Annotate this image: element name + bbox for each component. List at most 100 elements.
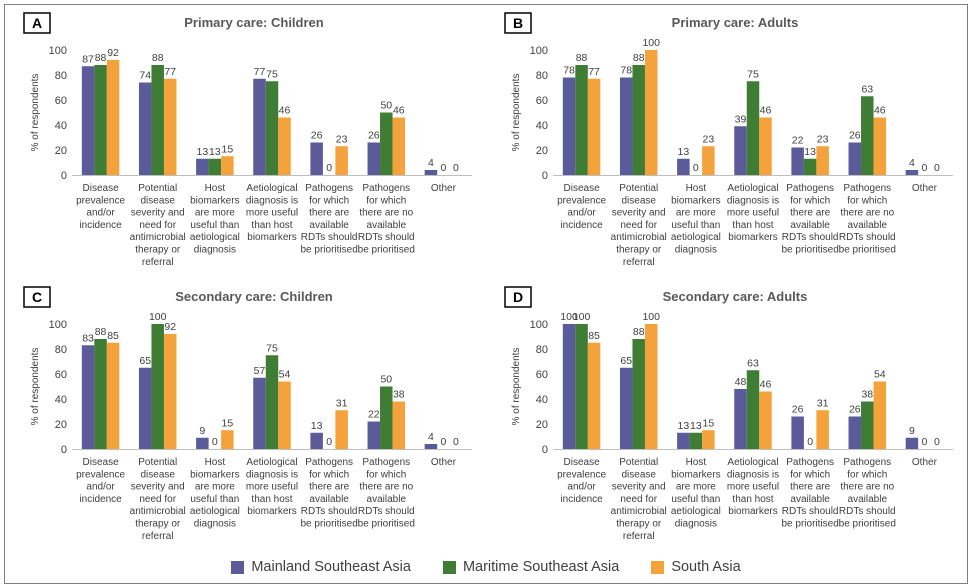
data-label: 75 — [266, 342, 278, 354]
data-label: 26 — [849, 404, 861, 416]
data-label: 46 — [760, 379, 772, 391]
y-tick-label: 100 — [530, 45, 548, 57]
category-label: Pathogens for which there are no available R… — [839, 457, 896, 530]
data-label: 75 — [747, 68, 759, 80]
legend-swatch-maritime — [442, 560, 456, 574]
data-label: 88 — [633, 52, 645, 64]
data-label: 22 — [792, 135, 804, 147]
bar-mainland — [196, 437, 209, 449]
data-label: 88 — [633, 326, 645, 338]
panel-badge-label: C — [32, 289, 42, 305]
category-label: Potential disease severity and need for anti… — [611, 183, 667, 268]
category-label-line: are more — [676, 482, 716, 493]
category-label: Other — [912, 457, 938, 468]
bar-south-asia — [335, 146, 348, 175]
category-label-line: for which — [847, 469, 887, 480]
bar-mainland — [619, 367, 633, 449]
data-label: 100 — [560, 311, 578, 323]
data-label: 0 — [441, 162, 447, 174]
data-label: 13 — [311, 420, 323, 432]
data-label: 13 — [209, 146, 221, 158]
category-label-line: biomarkers — [247, 232, 296, 243]
bar-mainland — [138, 367, 152, 449]
bar-south-asia — [816, 146, 829, 175]
y-tick-label: 0 — [61, 444, 67, 456]
category-label: Aetiological diagnosis is more useful than … — [246, 457, 298, 517]
bar-maritime — [265, 81, 279, 175]
y-tick-label: 60 — [55, 369, 67, 381]
data-label: 48 — [735, 376, 747, 388]
data-label: 0 — [934, 436, 940, 448]
category-label: Potential disease severity and need for anti… — [611, 457, 667, 542]
category-label: Pathogens for which there are available RDTs… — [301, 183, 358, 256]
category-label-line: useful than — [190, 220, 239, 231]
y-axis-label: % of respondents — [30, 74, 41, 152]
category-label: Other — [431, 183, 457, 194]
data-label: 75 — [266, 68, 278, 80]
bar-maritime — [265, 355, 279, 449]
category-label-line: for which — [847, 195, 887, 206]
category-label-line: incidence — [560, 220, 603, 231]
category-label-line: therapy or — [135, 519, 181, 530]
panel-badge-label: A — [32, 15, 42, 31]
category-label-line: more useful — [727, 208, 779, 219]
bar-maritime — [861, 401, 874, 449]
category-label-line: incidence — [79, 220, 122, 231]
data-label: 39 — [735, 113, 747, 125]
bar-south-asia — [106, 342, 120, 449]
data-label: 0 — [934, 162, 940, 174]
data-label: 78 — [563, 65, 575, 77]
bar-south-asia — [221, 156, 234, 175]
bar-maritime — [575, 65, 588, 175]
bar-mainland — [734, 389, 747, 449]
category-label-line: prevalence — [557, 469, 606, 480]
y-tick-label: 40 — [55, 120, 67, 132]
data-label: 22 — [368, 409, 380, 421]
bar-south-asia — [702, 146, 715, 175]
category-label: Pathogens for which there are available RDTs… — [782, 457, 839, 530]
y-tick-label: 20 — [55, 419, 67, 431]
data-label: 0 — [922, 162, 928, 174]
data-label: 26 — [849, 130, 861, 142]
bar-maritime — [632, 339, 645, 449]
category-label-line: Potential — [619, 457, 658, 468]
bar-south-asia — [335, 410, 348, 449]
category-label-line: Aetiological — [246, 457, 297, 468]
category-label-line: be prioritised — [358, 245, 415, 256]
bar-mainland — [253, 377, 266, 449]
bar-mainland — [677, 432, 690, 449]
category-label-line: for which — [309, 195, 349, 206]
bar-south-asia — [106, 60, 120, 175]
bar-maritime — [151, 65, 164, 175]
category-label: Aetiological diagnosis is more useful than … — [246, 183, 298, 243]
data-label: 4 — [428, 431, 434, 443]
category-label-line: more useful — [246, 482, 298, 493]
data-label: 4 — [909, 157, 915, 169]
bar-maritime — [208, 158, 222, 175]
y-tick-label: 20 — [536, 419, 548, 431]
y-tick-label: 100 — [49, 45, 67, 57]
bar-maritime — [575, 324, 588, 449]
y-tick-label: 80 — [536, 70, 548, 82]
bar-mainland — [138, 82, 152, 175]
figure-legend: Mainland Southeast Asia Maritime Southea… — [0, 550, 972, 584]
category-label-line: for which — [309, 469, 349, 480]
data-label: 77 — [254, 66, 266, 78]
category-label-line: aetiological — [671, 232, 721, 243]
category-label: Other — [431, 457, 457, 468]
data-label: 54 — [279, 369, 291, 381]
bar-mainland — [310, 432, 323, 449]
data-label: 23 — [817, 133, 829, 145]
category-label-line: available — [790, 220, 830, 231]
category-label-line: for which — [366, 469, 406, 480]
bar-south-asia — [278, 117, 291, 175]
data-label: 77 — [588, 66, 600, 78]
category-label: Disease prevalence and/or incidence — [557, 457, 606, 505]
y-tick-label: 0 — [542, 170, 548, 182]
bar-maritime — [803, 158, 817, 175]
bar-maritime — [151, 324, 164, 449]
bar-mainland — [791, 416, 804, 449]
category-label-line: Other — [431, 457, 457, 468]
data-label: 88 — [95, 52, 107, 64]
category-label-line: incidence — [79, 494, 122, 505]
